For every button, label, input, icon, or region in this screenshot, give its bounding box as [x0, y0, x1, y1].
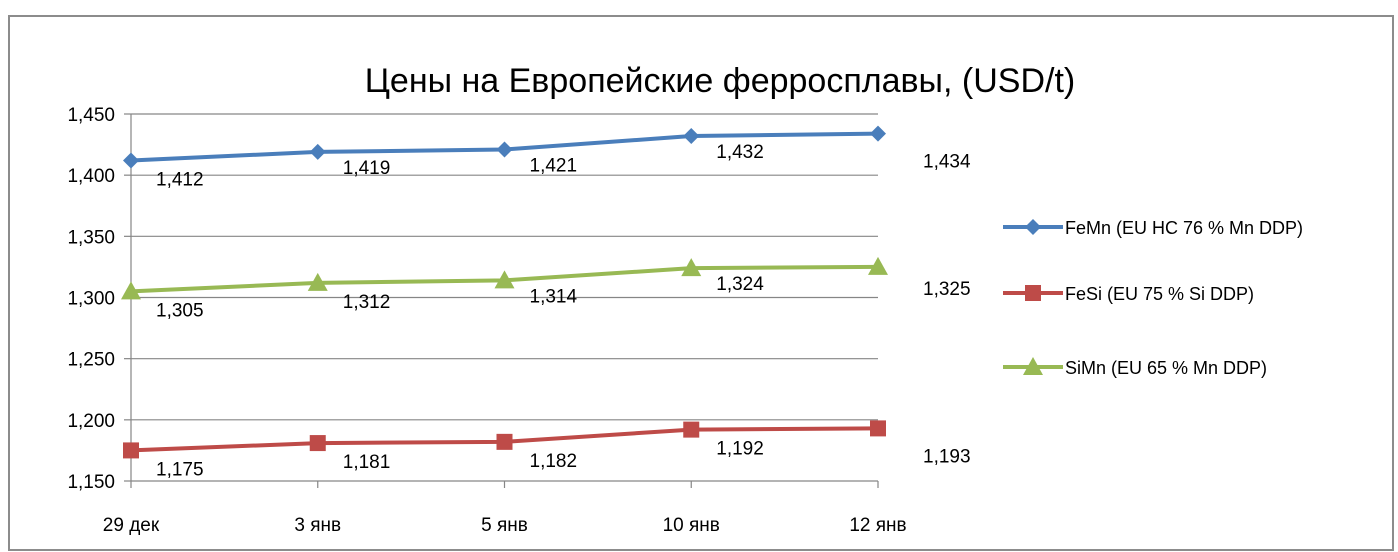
- x-tick-label: 3 янв: [294, 515, 341, 536]
- data-point-triangle: [1023, 357, 1043, 375]
- y-tick-label: 1,450: [67, 105, 115, 126]
- data-label: 1,182: [530, 451, 578, 472]
- y-tick-label: 1,400: [67, 166, 115, 187]
- data-point-square: [496, 433, 513, 450]
- x-tick-label: 12 янв: [849, 515, 906, 536]
- data-label: 1,421: [530, 155, 578, 176]
- x-tick-label: 29 дек: [103, 515, 160, 536]
- series: [121, 125, 888, 459]
- chart-title: Цены на Европейские ферросплавы, (USD/t): [365, 62, 1075, 100]
- data-label: 1,305: [156, 300, 204, 321]
- data-point-diamond: [123, 152, 139, 169]
- data-labels: 1,412 1,419 1,421 1,432 1,434 1,175 1,181 1,182…: [156, 142, 971, 480]
- data-point-square: [870, 420, 886, 437]
- data-label: 1,192: [716, 439, 764, 460]
- data-point-triangle: [681, 258, 702, 277]
- legend-entry: FeSi (EU 75 % Si DDP): [1003, 284, 1254, 304]
- series-square: [123, 420, 886, 459]
- data-label: 1,181: [343, 452, 391, 473]
- data-point-triangle: [494, 270, 515, 289]
- y-tick-label: 1,150: [67, 472, 115, 493]
- data-point-square: [309, 435, 326, 452]
- data-point-square: [123, 442, 139, 459]
- axes: 1,150 1,200 1,250 1,300 1,350 1,400 1,450 29 де…: [67, 105, 906, 536]
- y-tick-label: 1,350: [67, 227, 115, 248]
- data-label: 1,419: [343, 158, 391, 179]
- data-point-diamond: [496, 141, 513, 158]
- data-label: 1,412: [156, 169, 204, 190]
- series-triangle: [121, 256, 888, 300]
- legend-entry: SiMn (EU 65 % Mn DDP): [1003, 357, 1267, 378]
- y-tick-label: 1,300: [67, 289, 115, 310]
- series-diamond: [123, 125, 886, 169]
- chart-frame: [8, 15, 1394, 551]
- data-point-triangle: [868, 256, 888, 275]
- data-point-triangle: [307, 272, 328, 291]
- y-tick-label: 1,200: [67, 411, 115, 432]
- legend-label: FeMn (EU HC 76 % Mn DDP): [1065, 218, 1303, 238]
- data-point-diamond: [870, 125, 886, 142]
- data-label: 1,434: [923, 152, 971, 173]
- data-label: 1,325: [923, 279, 971, 300]
- legend: FeMn (EU HC 76 % Mn DDP) FeSi (EU 75 % Si…: [1003, 218, 1303, 378]
- legend-label: FeSi (EU 75 % Si DDP): [1065, 284, 1254, 304]
- data-label: 1,432: [716, 142, 764, 163]
- data-point-diamond: [309, 143, 326, 160]
- data-label: 1,324: [716, 274, 764, 295]
- data-point-square: [1025, 285, 1041, 301]
- x-tick-label: 5 янв: [481, 515, 528, 536]
- data-point-triangle: [121, 281, 141, 300]
- data-point-square: [683, 421, 700, 438]
- legend-entry: FeMn (EU HC 76 % Mn DDP): [1003, 218, 1303, 238]
- data-label: 1,175: [156, 459, 204, 480]
- data-label: 1,312: [343, 292, 391, 313]
- data-label: 1,314: [530, 286, 578, 307]
- data-point-diamond: [683, 128, 700, 145]
- data-point-diamond: [1025, 219, 1041, 235]
- data-label: 1,193: [923, 446, 971, 467]
- legend-label: SiMn (EU 65 % Mn DDP): [1065, 358, 1267, 378]
- gridlines: [131, 113, 878, 421]
- y-tick-label: 1,250: [67, 350, 115, 371]
- x-tick-label: 10 янв: [663, 515, 720, 536]
